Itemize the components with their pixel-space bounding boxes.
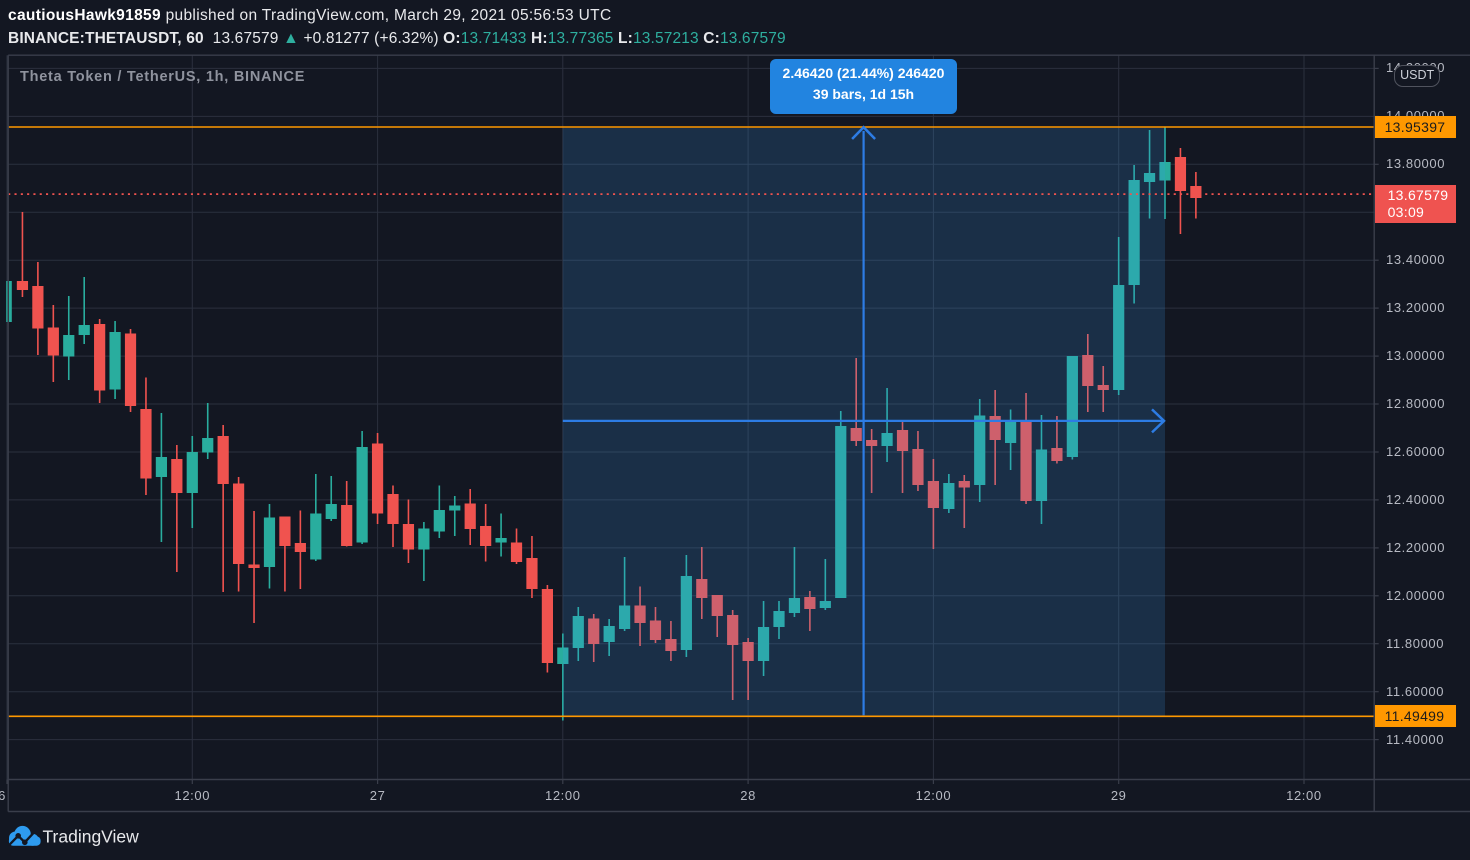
- svg-text:TradingView: TradingView: [43, 827, 140, 847]
